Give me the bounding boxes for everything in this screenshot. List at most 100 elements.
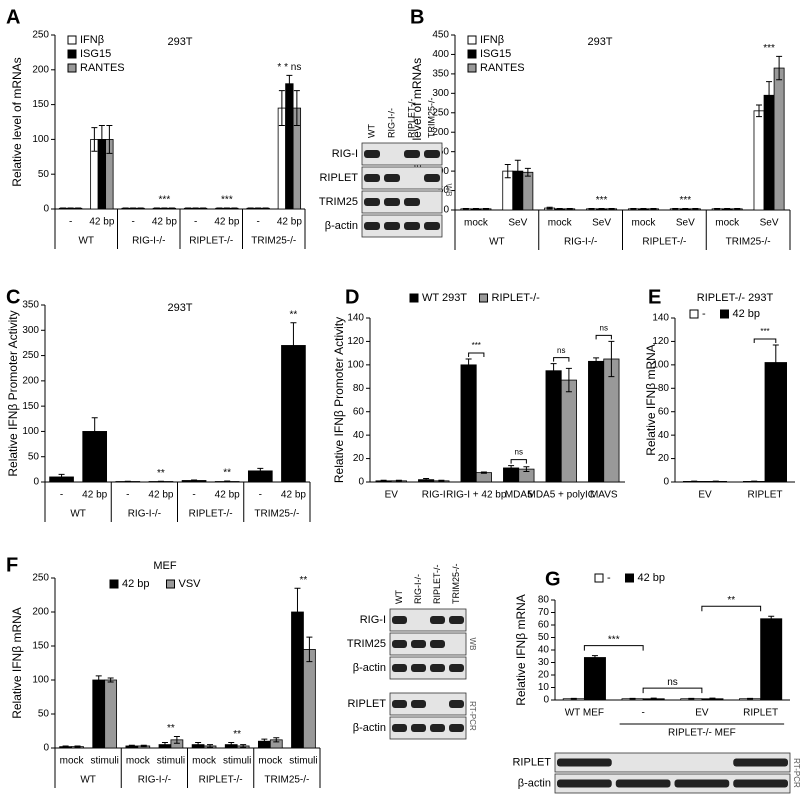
y-axis-label: Relative IFNβ mRNA <box>644 344 658 456</box>
x-tick-label: EV <box>695 708 709 719</box>
row-label: RIG-I <box>332 148 358 160</box>
error-bar <box>570 697 577 700</box>
annotation: *** <box>763 43 775 54</box>
legend-swatch <box>479 293 488 303</box>
error-bar <box>91 127 98 152</box>
bar <box>583 657 606 701</box>
blot-band <box>384 222 400 230</box>
blot-band <box>557 758 612 767</box>
blot-strip <box>554 752 791 773</box>
error-bar <box>75 207 82 210</box>
x-tick-label: SeV <box>676 218 695 229</box>
group-label: WT <box>78 236 94 247</box>
lane-label: TRIM25-/- <box>426 97 436 138</box>
error-bar <box>747 697 754 700</box>
bar <box>92 679 106 749</box>
group-label: RIPLET-/- <box>189 509 233 520</box>
error-bar <box>140 744 147 748</box>
error-bar <box>508 465 515 471</box>
blot-band <box>384 174 400 182</box>
error-bar <box>240 744 247 748</box>
x-tick-label: MDA5 + polyIC <box>527 490 595 501</box>
error-bar <box>306 636 313 663</box>
error-bar <box>290 322 297 369</box>
y-tick-label: 40 <box>353 430 365 441</box>
error-bar <box>688 697 695 700</box>
x-tick-label: mock <box>126 756 151 767</box>
error-bar <box>776 55 783 81</box>
error-bar <box>137 207 144 210</box>
error-bar <box>262 207 269 210</box>
method-label: RT-PCR <box>468 701 477 731</box>
error-bar <box>161 207 168 210</box>
blot-band <box>404 222 420 230</box>
y-tick-label: 70 <box>538 607 550 618</box>
x-tick-label: 42 bp <box>82 490 107 501</box>
x-tick-label: - <box>60 490 63 501</box>
blot-band <box>449 664 464 672</box>
error-bar <box>640 207 647 210</box>
bar <box>760 618 783 701</box>
x-tick-label: - <box>256 217 259 228</box>
blot-band <box>404 198 420 206</box>
legend-label: VSV <box>179 578 202 590</box>
lane-label: TRIM25-/- <box>451 563 461 604</box>
x-tick-label: RIG-I <box>422 490 446 501</box>
y-tick-label: 60 <box>658 406 670 417</box>
y-tick-label: 450 <box>432 30 449 41</box>
error-bar <box>107 677 114 683</box>
error-bar <box>598 207 605 210</box>
blot-band <box>384 198 400 206</box>
x-tick-label: 42 bp <box>215 490 240 501</box>
error-bar <box>278 90 285 126</box>
row-label: β-actin <box>353 722 386 734</box>
error-bar <box>224 480 231 483</box>
lane-label: RIPLET-/- <box>406 98 416 138</box>
error-bar <box>195 742 202 748</box>
annotation: *** <box>472 341 481 350</box>
legend-swatch <box>467 49 477 59</box>
legend-label: - <box>702 308 706 320</box>
y-axis-label: Relative IFNβ Promoter Activity <box>6 310 20 476</box>
y-tick-label: 20 <box>353 453 365 464</box>
blot-band <box>430 616 445 624</box>
blot-strip <box>389 716 467 740</box>
error-bar <box>200 207 207 210</box>
blot-band <box>392 724 407 732</box>
y-tick-label: 60 <box>353 406 365 417</box>
legend-label: WT 293T <box>422 292 467 304</box>
y-tick-label: 200 <box>432 127 449 138</box>
row-label: β-actin <box>325 220 358 232</box>
y-tick-label: 80 <box>538 595 550 606</box>
group-label: TRIM25-/- <box>251 236 296 247</box>
error-bar <box>482 207 489 210</box>
x-tick-label: RIPLET <box>743 708 778 719</box>
annotation: ** <box>300 575 308 586</box>
x-tick-label: - <box>194 217 197 228</box>
error-bar <box>98 124 105 154</box>
row-label: RIPLET <box>319 172 358 184</box>
blot-band <box>424 174 440 182</box>
x-tick-label: stimuli <box>289 756 317 767</box>
error-bar <box>128 744 135 748</box>
error-bar <box>672 207 679 210</box>
x-tick-label: 42 bp <box>281 490 306 501</box>
blot-strip <box>389 608 467 632</box>
error-bar <box>106 124 113 154</box>
bar <box>285 83 294 210</box>
bar <box>773 67 785 211</box>
error-bar <box>608 207 615 210</box>
error-bar <box>67 207 74 210</box>
y-tick-label: 250 <box>32 30 49 41</box>
y-tick-label: 50 <box>538 632 550 643</box>
bracket <box>595 334 612 340</box>
y-tick-label: 50 <box>438 185 450 196</box>
bar <box>522 171 534 211</box>
group-label: RIG-I-/- <box>128 509 161 520</box>
chart-title: RIPLET-/- 293T <box>697 292 774 304</box>
error-bar <box>207 744 214 748</box>
y-tick-label: 140 <box>652 313 669 324</box>
legend-label: - <box>607 572 611 584</box>
chart-title: 293T <box>587 36 612 48</box>
x-tick-label: 42 bp <box>152 217 177 228</box>
